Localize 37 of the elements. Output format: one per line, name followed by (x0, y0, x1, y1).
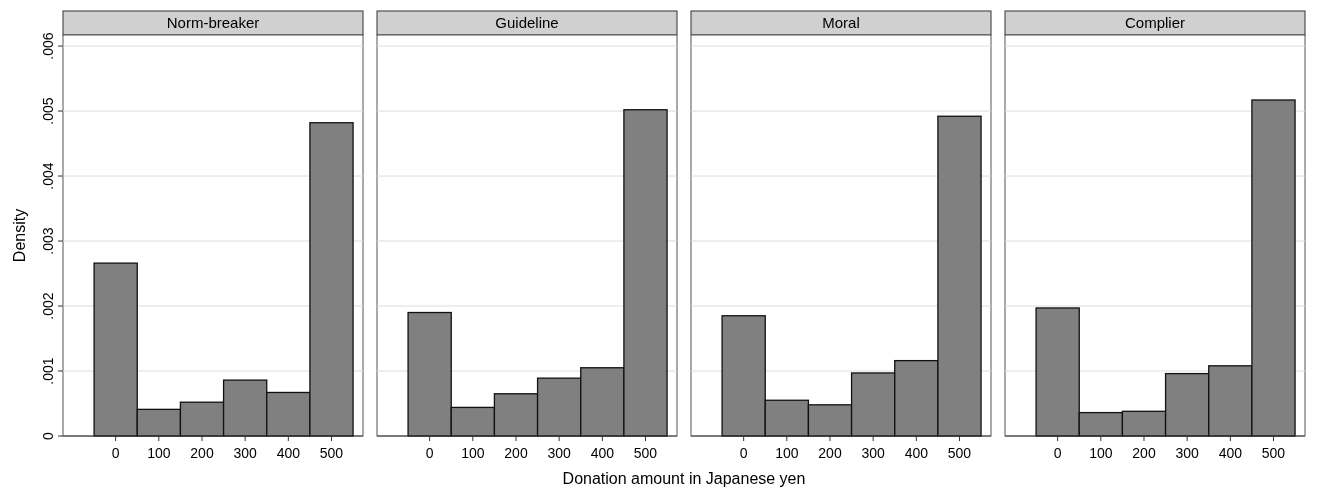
y-tick-label: .005 (40, 97, 56, 125)
x-tick-label: 100 (461, 445, 485, 461)
y-axis-title: Density (11, 208, 28, 263)
x-tick-label: 400 (1218, 445, 1243, 461)
x-tick-label: 0 (425, 445, 434, 461)
y-tick-label: .003 (40, 227, 56, 255)
x-tick-label: 300 (233, 445, 258, 461)
x-tick-label: 200 (504, 445, 528, 461)
y-tick-label: .001 (40, 357, 56, 385)
x-tick-label: 300 (861, 445, 886, 461)
x-tick-label: 0 (739, 445, 748, 461)
x-tick-label: 0 (1053, 445, 1062, 461)
x-tick-label: 400 (276, 445, 301, 461)
chart-title: Complier (1124, 14, 1186, 31)
x-tick-label: 200 (818, 445, 842, 461)
x-tick-label: 300 (1175, 445, 1200, 461)
x-tick-label: 100 (1089, 445, 1113, 461)
x-tick-label: 200 (190, 445, 214, 461)
x-tick-label: 100 (147, 445, 171, 461)
x-tick-label: 300 (547, 445, 572, 461)
x-axis-title: Donation amount in Japanese yen (562, 470, 806, 487)
x-tick-label: 500 (947, 445, 972, 461)
x-tick-label: 100 (775, 445, 799, 461)
x-tick-label: 500 (633, 445, 658, 461)
chart-title: Guideline (495, 14, 559, 31)
y-tick-label: .004 (40, 162, 56, 190)
x-tick-label: 400 (904, 445, 929, 461)
chart-title: Norm-breaker (166, 14, 260, 31)
x-tick-label: 400 (590, 445, 615, 461)
y-tick-label: .002 (40, 292, 56, 320)
y-tick-label: 0 (40, 431, 56, 440)
x-tick-label: 500 (319, 445, 344, 461)
chart-title: Moral (822, 14, 860, 31)
x-tick-label: 200 (1132, 445, 1156, 461)
y-tick-label: .006 (40, 32, 56, 60)
x-tick-label: 0 (111, 445, 120, 461)
x-tick-label: 500 (1261, 445, 1286, 461)
